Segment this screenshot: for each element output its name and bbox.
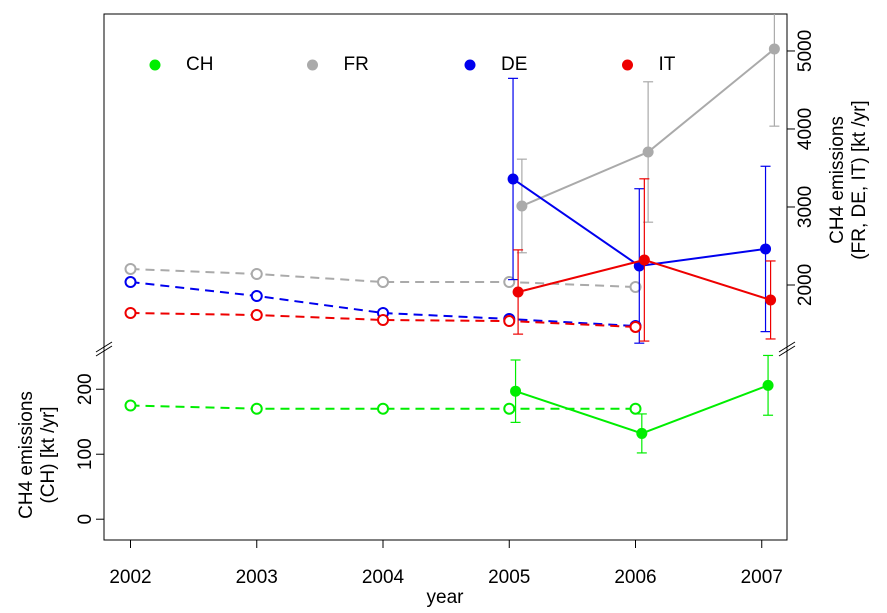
x-tick-label: 2007 [741, 567, 783, 588]
inventory-point [250, 267, 263, 280]
legend-label: DE [501, 54, 527, 75]
inventory-point [377, 276, 390, 289]
y2-axis-label: (FR, DE, IT) [kt /yr] [849, 100, 870, 259]
x-tick-label: 2005 [488, 567, 530, 588]
y2-tick-label: 3000 [795, 186, 816, 228]
inventory-point [250, 402, 263, 415]
inventory-point [377, 314, 390, 327]
legend-marker [464, 59, 476, 71]
y2-tick-label: 4000 [795, 108, 816, 150]
y-axis-label: CH4 emissions [16, 391, 37, 519]
axis-break [95, 341, 113, 353]
estimate-point [507, 173, 519, 185]
axis-break [778, 345, 796, 357]
y2-axis-label: CH4 emissions [827, 116, 848, 244]
inventory-point [503, 315, 516, 328]
legend-marker [622, 59, 633, 71]
y-axis-label: (CH) [kt /yr] [38, 406, 59, 503]
inventory-point [124, 399, 137, 412]
legend-label: CH [186, 54, 213, 75]
estimate-point [762, 379, 774, 391]
axis-break [95, 345, 113, 357]
y-tick-label: 0 [75, 514, 96, 525]
legend-marker [307, 59, 318, 71]
estimate-point [765, 294, 777, 306]
x-tick-label: 2006 [614, 567, 656, 588]
legend-label: IT [659, 54, 676, 75]
estimate-point [516, 200, 528, 212]
estimate-point [768, 43, 780, 55]
y-tick-label: 200 [75, 373, 96, 405]
inventory-point [629, 320, 642, 333]
y2-tick-label: 5000 [795, 30, 816, 72]
axis-break [778, 341, 796, 353]
x-tick-label: 2003 [236, 567, 278, 588]
inventory-point [629, 281, 642, 294]
x-axis-label: year [427, 587, 465, 608]
y2-tick-label: 2000 [795, 264, 816, 306]
inventory-line [130, 281, 636, 328]
estimate-point [510, 385, 522, 397]
plot-box [103, 13, 788, 541]
x-tick-label: 2002 [109, 567, 151, 588]
estimate-point [512, 286, 524, 298]
inventory-point [250, 289, 263, 302]
inventory-line [130, 404, 636, 410]
estimate-point [636, 427, 648, 439]
legend-marker [149, 59, 161, 71]
estimate-point [642, 146, 654, 158]
inventory-point [377, 402, 390, 415]
x-tick-label: 2004 [362, 567, 405, 588]
inventory-point [629, 402, 642, 415]
inventory-point [503, 402, 516, 415]
inventory-point [124, 306, 137, 319]
estimate-point [760, 243, 772, 255]
inventory-point [250, 309, 263, 322]
estimate-point [638, 254, 650, 266]
inventory-point [124, 276, 137, 289]
inventory-point [124, 262, 137, 275]
y-tick-label: 100 [75, 438, 96, 470]
inventory-line [130, 311, 636, 328]
legend-label: FR [344, 54, 369, 75]
